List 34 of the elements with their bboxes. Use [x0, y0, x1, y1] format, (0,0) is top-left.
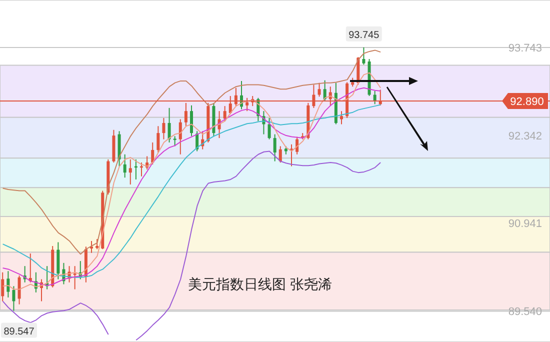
- ref-line-label: 92.890: [510, 96, 544, 108]
- candlestick: [1, 272, 4, 302]
- candlestick: [190, 104, 193, 137]
- candlestick: [128, 158, 132, 185]
- candlestick: [168, 107, 171, 143]
- candlestick: [96, 238, 99, 250]
- candlestick: [278, 146, 282, 164]
- candlestick: [73, 266, 76, 290]
- candlestick: [156, 126, 160, 153]
- candlestick: [362, 46, 366, 66]
- candlestick: [268, 117, 271, 140]
- candlestick: [12, 286, 16, 312]
- candlestick: [178, 118, 182, 155]
- candlestick: [340, 110, 343, 125]
- candlestick: [151, 142, 154, 165]
- candlestick: [323, 80, 326, 102]
- candlestick: [318, 82, 321, 98]
- candlestick: [6, 270, 10, 298]
- candlestick: [290, 144, 293, 167]
- candlestick: [123, 154, 126, 178]
- text: 美元指数日线图 张尧浠: [188, 276, 332, 294]
- y-tick-label: 89.540: [508, 306, 542, 318]
- y-tick-label: 93.743: [508, 42, 542, 54]
- candlestick: [223, 106, 226, 122]
- y-tick-label: 90.941: [508, 218, 542, 230]
- line-series: [2, 50, 382, 255]
- candlestick: [273, 134, 276, 162]
- y-tick-label: 92.342: [508, 130, 542, 142]
- annotation: 93.745: [348, 30, 380, 41]
- candlestick: [162, 117, 166, 140]
- candlestick: [56, 242, 60, 280]
- annotation: 89.547: [4, 326, 35, 338]
- candlestick: [173, 136, 176, 147]
- candlestick: [18, 274, 21, 305]
